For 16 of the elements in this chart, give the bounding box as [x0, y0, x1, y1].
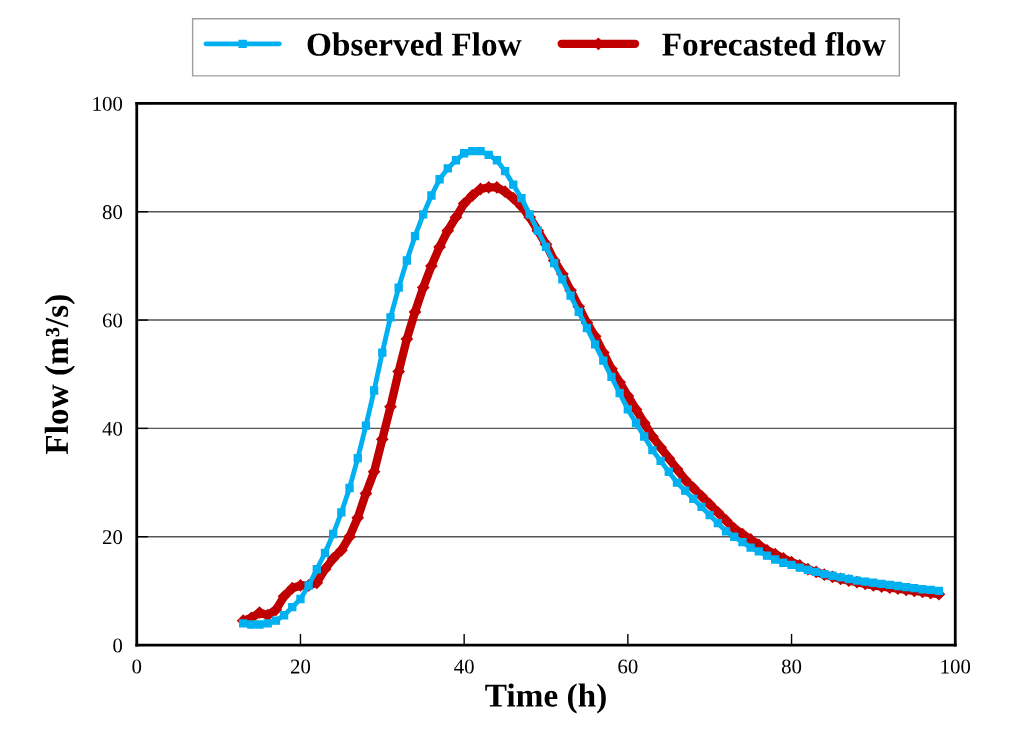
- y-tick-label: 100: [93, 96, 123, 111]
- x-tick-label: 0: [132, 659, 142, 674]
- y-tick-label: 60: [102, 313, 123, 328]
- x-tick-label: 20: [290, 659, 311, 674]
- y-tick-label: 0: [113, 638, 123, 653]
- x-tick-label: 60: [618, 659, 638, 674]
- y-axis-title: Flow (m³/s): [44, 295, 75, 455]
- x-tick-label: 80: [781, 659, 802, 674]
- y-tick-label: 40: [102, 421, 123, 436]
- x-axis-title: Time (h): [485, 683, 606, 714]
- y-tick-label: 20: [102, 530, 123, 545]
- x-tick-label: 100: [941, 659, 971, 674]
- y-tick-label: 80: [102, 205, 123, 220]
- legend-label: Observed Flow: [307, 32, 522, 56]
- legend-label: Forecasted flow: [662, 32, 886, 56]
- x-tick-label: 40: [454, 659, 474, 674]
